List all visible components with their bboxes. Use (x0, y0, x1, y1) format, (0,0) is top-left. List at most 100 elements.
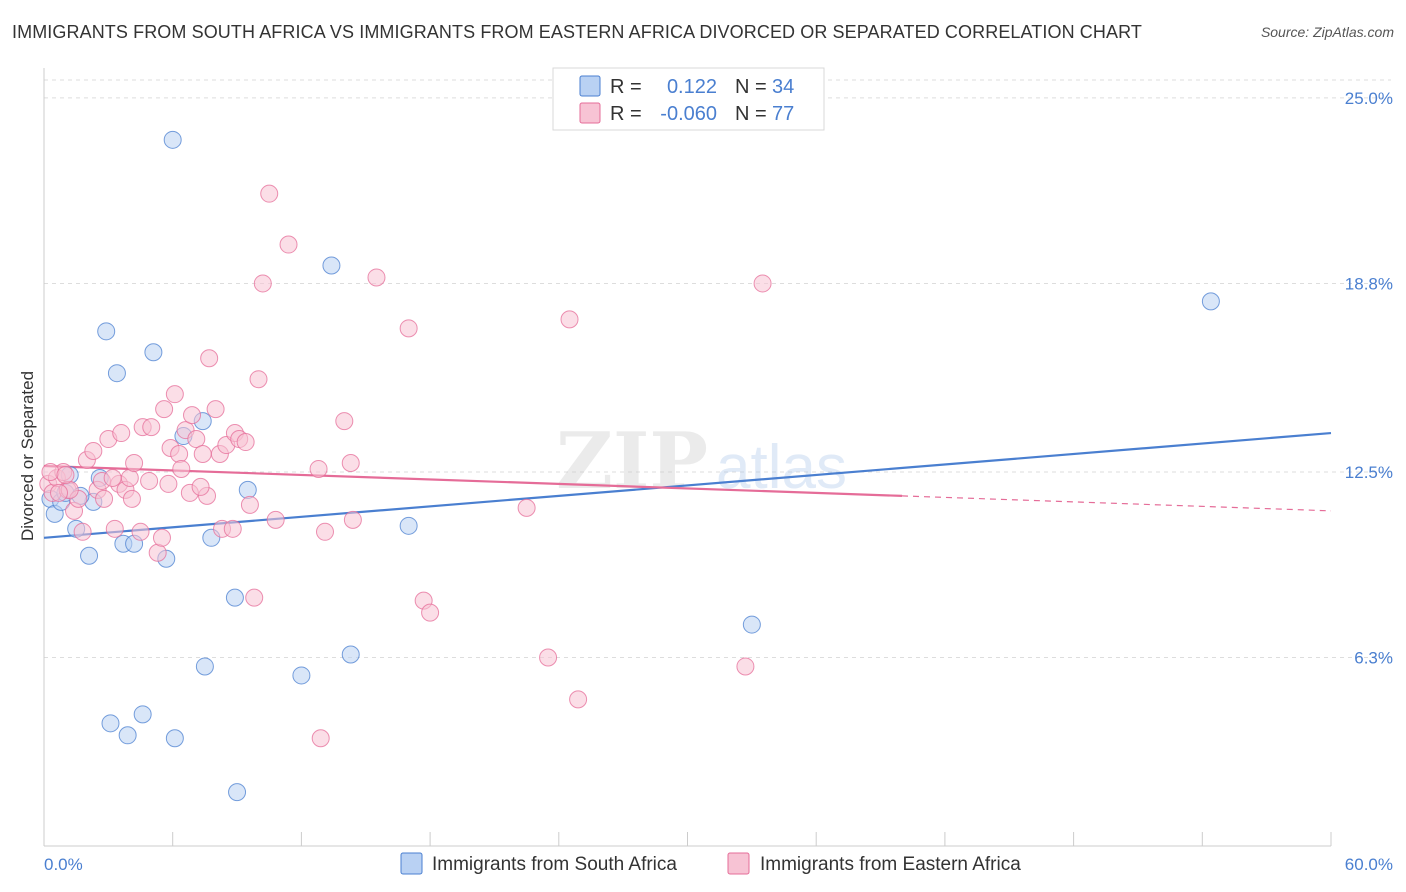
correlation-legend: R = 0.122 N = 34 R = -0.060 N = 77 (552, 67, 825, 131)
y-tick-label-1: 12.5% (1345, 463, 1393, 482)
watermark-zip: ZIP (556, 416, 708, 507)
chart-title: IMMIGRANTS FROM SOUTH AFRICA VS IMMIGRAN… (12, 22, 1142, 42)
point-s1-15 (112, 424, 131, 443)
trend-line-extension-1 (901, 495, 1332, 512)
point-s1-72 (191, 477, 210, 496)
point-s1-19 (131, 522, 150, 541)
point-s1-51 (309, 459, 328, 478)
point-s1-22 (142, 418, 161, 437)
point-s1-53 (335, 412, 354, 431)
y-tick-label-3: 25.0% (1345, 89, 1393, 108)
legend-r-label-1: R = (610, 76, 642, 98)
x-axis-ticks (43, 832, 1332, 846)
y-tick-label-2: 18.8% (1345, 274, 1393, 293)
legend-n-value-2: 77 (772, 103, 794, 125)
point-s1-52 (315, 522, 334, 541)
point-s1-32 (187, 430, 206, 449)
point-s0-26 (1201, 292, 1220, 311)
point-s1-35 (200, 349, 219, 368)
point-s1-70 (122, 489, 141, 508)
point-s1-48 (260, 184, 279, 203)
point-s0-32 (228, 783, 247, 802)
legend-swatch-south-africa (579, 75, 601, 97)
series-legend: Immigrants from South Africa Immigrants … (400, 852, 1021, 875)
point-s1-59 (421, 603, 440, 622)
data-points (39, 130, 1220, 802)
point-s1-74 (50, 483, 69, 502)
chart-source: Source: ZipAtlas.com (1260, 24, 1394, 40)
point-s1-24 (152, 528, 171, 547)
point-s1-50 (279, 235, 298, 254)
point-s1-75 (103, 468, 122, 487)
point-s1-36 (206, 400, 225, 419)
point-s0-21 (292, 666, 311, 685)
point-s0-27 (101, 714, 120, 733)
point-s1-57 (399, 319, 418, 338)
point-s0-29 (133, 705, 152, 724)
point-s1-63 (569, 690, 588, 709)
point-s1-28 (170, 445, 189, 464)
point-s1-31 (183, 406, 202, 425)
watermark: ZIP atlas (556, 416, 847, 507)
point-s1-9 (84, 442, 103, 461)
point-s0-30 (165, 729, 184, 748)
point-s0-28 (118, 726, 137, 745)
point-s1-62 (560, 310, 579, 329)
bottom-legend-swatch-eastern-africa (727, 852, 750, 875)
point-s0-20 (238, 480, 257, 499)
point-s1-73 (56, 465, 75, 484)
point-s1-49 (266, 510, 285, 529)
x-tick-label-1: 60.0% (1345, 855, 1393, 874)
point-s1-13 (105, 519, 124, 538)
gridlines (44, 79, 1391, 658)
legend-n-value-1: 34 (772, 76, 794, 98)
point-s1-47 (253, 274, 272, 293)
y-axis-tick-labels: 6.3% 12.5% 18.8% 25.0% (1345, 89, 1393, 668)
point-s0-19 (225, 588, 244, 607)
point-s0-6 (80, 546, 99, 565)
point-s1-43 (236, 433, 255, 452)
point-s1-21 (140, 471, 159, 490)
point-s0-25 (742, 615, 761, 634)
point-s1-61 (539, 648, 558, 667)
point-s0-31 (195, 657, 214, 676)
point-s1-7 (73, 522, 92, 541)
point-s1-27 (165, 385, 184, 404)
point-s1-40 (223, 519, 242, 538)
point-s1-56 (367, 268, 386, 287)
point-s1-18 (125, 453, 144, 472)
point-s1-64 (736, 657, 755, 676)
legend-r-label-2: R = (610, 103, 642, 125)
point-s1-76 (172, 459, 191, 478)
point-s1-60 (517, 498, 536, 517)
bottom-legend-label-eastern-africa: Immigrants from Eastern Africa (760, 854, 1021, 875)
y-tick-label-0: 6.3% (1354, 648, 1393, 667)
point-s1-66 (311, 729, 330, 748)
point-s1-55 (343, 510, 362, 529)
point-s0-23 (341, 645, 360, 664)
point-s1-54 (341, 453, 360, 472)
legend-r-value-2: -0.060 (660, 103, 717, 125)
point-s1-44 (240, 495, 259, 514)
point-s1-71 (159, 474, 178, 493)
legend-r-value-1: 0.122 (667, 76, 717, 98)
point-s1-11 (95, 489, 114, 508)
point-s0-15 (163, 130, 182, 149)
point-s0-9 (97, 322, 116, 341)
legend-n-label-1: N = (735, 76, 767, 98)
point-s1-67 (41, 462, 60, 481)
point-s1-23 (148, 543, 167, 562)
point-s0-13 (144, 343, 163, 362)
trend-line-0 (43, 431, 1332, 539)
point-s1-33 (193, 445, 212, 464)
bottom-legend-label-south-africa: Immigrants from South Africa (432, 854, 677, 875)
legend-swatch-eastern-africa (579, 102, 601, 124)
point-s1-45 (245, 588, 264, 607)
point-s0-24 (399, 516, 418, 535)
point-s1-65 (753, 274, 772, 293)
y-axis-title: Divorced or Separated (18, 371, 37, 541)
point-s1-25 (155, 400, 174, 419)
point-s0-10 (107, 364, 126, 383)
x-axis-tick-labels: 0.0% 60.0% (44, 855, 1393, 874)
